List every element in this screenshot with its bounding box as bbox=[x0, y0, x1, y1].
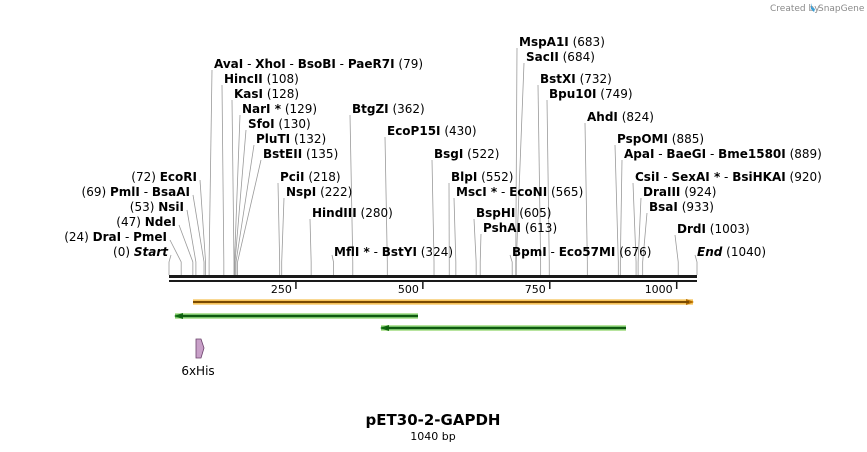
site-label[interactable]: (0) Start bbox=[113, 245, 169, 259]
site-label[interactable]: (24) DraI - PmeI bbox=[64, 230, 167, 244]
site-leader-line bbox=[186, 209, 197, 275]
site-label[interactable]: BsgI (522) bbox=[434, 147, 499, 161]
site-leader-line bbox=[231, 99, 235, 275]
backbone-top-strand bbox=[169, 275, 697, 278]
site-label[interactable]: BstXI (732) bbox=[540, 72, 612, 86]
credit-brand: SnapGene bbox=[818, 4, 865, 14]
his-tag-label: 6xHis bbox=[181, 364, 214, 378]
site-label[interactable]: BstEII (135) bbox=[263, 147, 338, 161]
site-label[interactable]: Bpu10I (749) bbox=[549, 87, 633, 101]
his-tag-arrow-icon bbox=[195, 338, 205, 359]
axis-tick-label: 250 bbox=[271, 283, 292, 296]
site-leader-line bbox=[632, 182, 637, 275]
site-leader-line bbox=[331, 254, 334, 275]
site-label[interactable]: MscI * - EcoNI (565) bbox=[456, 185, 583, 199]
site-label[interactable]: PluTI (132) bbox=[256, 132, 326, 146]
site-leader-line bbox=[473, 218, 477, 275]
site-label[interactable]: SacII (684) bbox=[526, 50, 595, 64]
site-label[interactable]: PspOMI (885) bbox=[617, 132, 704, 146]
site-label[interactable]: HindIII (280) bbox=[312, 206, 393, 220]
site-leader-line bbox=[515, 62, 525, 275]
site-leader-line bbox=[694, 254, 698, 275]
site-leader-line bbox=[221, 84, 225, 275]
site-label[interactable]: BsaI (933) bbox=[649, 200, 714, 214]
his-tag-feature[interactable] bbox=[195, 338, 205, 359]
site-label[interactable]: DrdI (1003) bbox=[677, 222, 750, 236]
feature-orange-forward[interactable] bbox=[193, 299, 694, 305]
site-leader-line bbox=[178, 224, 194, 275]
backbone-bottom-strand bbox=[169, 280, 697, 282]
site-leader-lines bbox=[168, 47, 698, 275]
site-leader-line bbox=[234, 114, 241, 275]
site-leader-line bbox=[619, 159, 623, 275]
axis-ticks: 250 500 750 1000 bbox=[271, 282, 678, 296]
site-leader-line bbox=[277, 182, 281, 275]
site-leader-line bbox=[168, 254, 172, 275]
site-leader-line bbox=[642, 212, 648, 275]
site-label[interactable]: PshAI (613) bbox=[483, 221, 557, 235]
site-leader-line bbox=[208, 69, 213, 275]
site-leader-line bbox=[349, 114, 354, 275]
site-leader-line bbox=[584, 122, 588, 275]
site-leader-line bbox=[537, 84, 542, 275]
site-leader-line bbox=[637, 197, 642, 275]
site-label[interactable]: PciI (218) bbox=[280, 170, 341, 184]
site-leader-line bbox=[237, 159, 262, 275]
site-leader-line bbox=[509, 254, 513, 275]
site-label[interactable]: NarI * (129) bbox=[242, 102, 317, 116]
snapgene-logo-icon bbox=[811, 3, 815, 12]
site-leader-line bbox=[614, 144, 619, 275]
axis-tick-label: 1000 bbox=[645, 283, 673, 296]
site-label[interactable]: ApaI - BaeGI - Bme1580I (889) bbox=[624, 147, 822, 161]
site-label[interactable]: AhdI (824) bbox=[587, 110, 654, 124]
site-label[interactable]: End (1040) bbox=[697, 245, 766, 259]
site-label[interactable]: BtgZI (362) bbox=[352, 102, 425, 116]
site-leader-line bbox=[546, 99, 550, 275]
plasmid-length: 1040 bp bbox=[410, 430, 455, 443]
site-leader-line bbox=[169, 239, 182, 275]
site-leader-line bbox=[384, 136, 388, 275]
site-label[interactable]: BspHI (605) bbox=[476, 206, 552, 220]
site-label[interactable]: MflI * - BstYI (324) bbox=[334, 245, 453, 259]
site-leader-line bbox=[674, 234, 679, 275]
feature-green-reverse-1[interactable] bbox=[174, 313, 418, 319]
site-leader-line bbox=[479, 233, 482, 275]
site-label[interactable]: AvaI - XhoI - BsoBI - PaeR7I (79) bbox=[214, 57, 423, 71]
backbone bbox=[169, 275, 697, 282]
site-leader-line bbox=[309, 218, 312, 275]
site-label[interactable]: CsiI - SexAI * - BsiHKAI (920) bbox=[635, 170, 822, 184]
site-label[interactable]: (47) NdeI bbox=[116, 215, 176, 229]
site-leader-line bbox=[234, 129, 247, 275]
site-label[interactable]: MspA1I (683) bbox=[519, 35, 605, 49]
site-label[interactable]: BpmI - Eco57MI (676) bbox=[512, 245, 651, 259]
site-label[interactable]: (72) EcoRI bbox=[131, 170, 197, 184]
site-label[interactable]: NspI (222) bbox=[286, 185, 352, 199]
enzyme-site-labels: (0) Start(24) DraI - PmeI(47) NdeI(53) N… bbox=[64, 35, 822, 259]
site-label[interactable]: (53) NsiI bbox=[130, 200, 184, 214]
site-leader-line bbox=[192, 194, 205, 275]
site-label[interactable]: EcoP15I (430) bbox=[387, 124, 477, 138]
plasmid-name: pET30-2-GAPDH bbox=[366, 411, 501, 429]
site-label[interactable]: HincII (108) bbox=[224, 72, 299, 86]
site-leader-line bbox=[235, 144, 255, 275]
site-label[interactable]: BlpI (552) bbox=[451, 170, 513, 184]
site-leader-line bbox=[453, 197, 457, 275]
axis-tick-label: 500 bbox=[398, 283, 419, 296]
feature-green-reverse-2[interactable] bbox=[380, 325, 626, 331]
site-label[interactable]: DraIII (924) bbox=[643, 185, 716, 199]
site-label[interactable]: KasI (128) bbox=[234, 87, 299, 101]
site-leader-line bbox=[515, 47, 518, 275]
site-leader-line bbox=[199, 179, 206, 275]
site-label[interactable]: (69) PmlI - BsaAI bbox=[82, 185, 190, 199]
site-label[interactable]: SfoI (130) bbox=[248, 117, 311, 131]
site-leader-line bbox=[431, 159, 435, 275]
axis-tick-label: 750 bbox=[525, 283, 546, 296]
site-leader-line bbox=[281, 197, 285, 275]
credit-text: Created by bbox=[770, 4, 820, 14]
